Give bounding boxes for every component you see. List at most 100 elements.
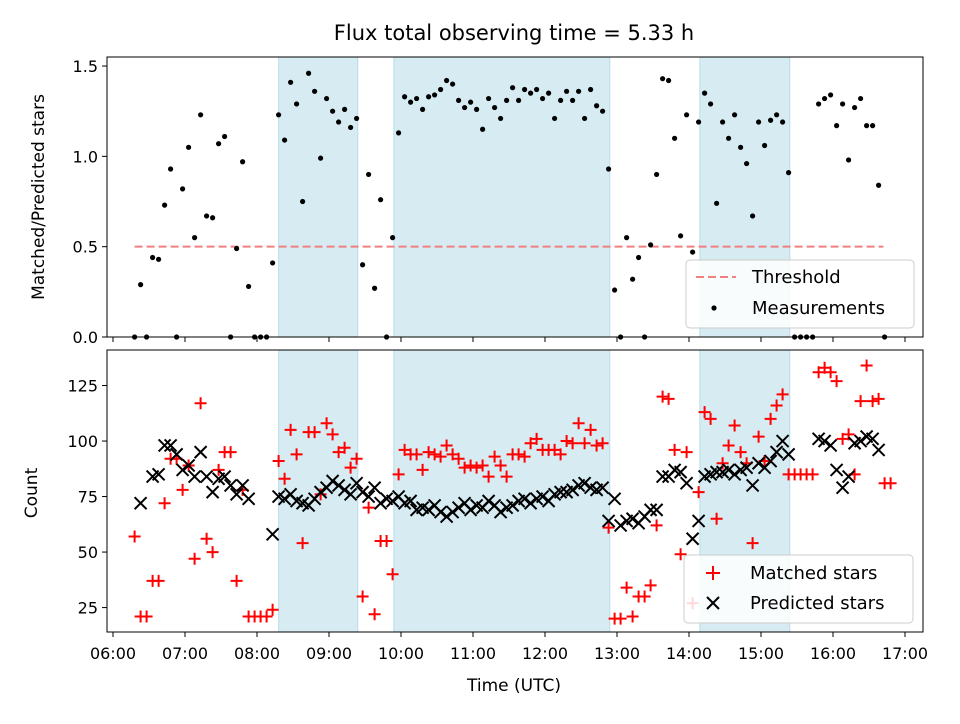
matched-star-point bbox=[380, 534, 393, 547]
y-tick-label: 125 bbox=[67, 377, 98, 396]
measurement-point bbox=[462, 104, 468, 111]
matched-star-point bbox=[470, 461, 483, 474]
predicted-star-point bbox=[361, 489, 376, 504]
measurement-point bbox=[516, 97, 522, 103]
matched-star-point bbox=[830, 375, 843, 388]
predicted-star-point bbox=[157, 438, 172, 453]
predicted-star-point bbox=[169, 447, 184, 462]
predicted-star-point bbox=[751, 456, 766, 470]
predicted-star-point bbox=[421, 503, 436, 517]
measurement-point bbox=[300, 198, 306, 205]
measurement-point bbox=[534, 86, 540, 93]
measurement-point bbox=[852, 104, 858, 111]
measurement-point bbox=[864, 123, 870, 129]
matched-star-point bbox=[260, 610, 273, 623]
predicted-star-point bbox=[181, 458, 196, 473]
matched-star-point bbox=[200, 532, 213, 545]
matched-star-point bbox=[596, 437, 609, 450]
measurement-point bbox=[444, 77, 450, 84]
measurement-point bbox=[816, 101, 822, 107]
measurement-point bbox=[744, 160, 750, 167]
measurement-point bbox=[648, 242, 654, 248]
matched-star-point bbox=[188, 552, 201, 565]
matched-star-point bbox=[278, 472, 291, 485]
x-tick-label: 14:00 bbox=[666, 644, 712, 663]
predicted-star-point bbox=[565, 483, 580, 497]
measurement-point bbox=[870, 123, 876, 129]
measurement-point bbox=[636, 254, 642, 261]
predicted-star-point bbox=[601, 514, 616, 528]
matched-star-point bbox=[620, 581, 633, 594]
measurement-point bbox=[342, 106, 348, 112]
measurement-point bbox=[780, 119, 786, 125]
matched-star-point bbox=[272, 455, 285, 468]
predicted-star-point bbox=[205, 485, 220, 499]
matched-star-point bbox=[482, 470, 495, 483]
measurement-point bbox=[480, 126, 486, 132]
observing-window bbox=[393, 56, 611, 338]
measurement-point bbox=[360, 262, 366, 268]
predicted-star-point bbox=[187, 469, 202, 484]
measurement-point bbox=[288, 79, 294, 85]
measurement-point bbox=[498, 115, 504, 122]
predicted-star-point bbox=[673, 465, 688, 479]
measurement-point bbox=[708, 101, 714, 107]
measurement-point bbox=[822, 95, 828, 102]
measurement-point bbox=[702, 90, 708, 96]
measurement-point bbox=[492, 104, 498, 111]
matched-star-point bbox=[308, 426, 321, 439]
measurement-point bbox=[180, 186, 186, 192]
matched-star-point bbox=[584, 423, 597, 436]
predicted-star-point bbox=[517, 492, 532, 506]
predicted-star-point bbox=[613, 518, 628, 533]
y-tick-label: 1.0 bbox=[73, 147, 98, 166]
ratio-panel: 0.0 0.5 1.0 1.5 Matched/Predicted stars Thr… bbox=[29, 56, 924, 347]
matched-star-point bbox=[674, 548, 687, 561]
matched-star-point bbox=[770, 399, 783, 412]
predicted-star-point bbox=[349, 476, 364, 490]
matched-star-point bbox=[296, 537, 309, 550]
measurement-point bbox=[198, 112, 204, 118]
matched-star-point bbox=[338, 441, 351, 454]
predicted-star-point bbox=[505, 498, 520, 513]
measurement-point bbox=[564, 88, 570, 94]
ratio-legend: Threshold Measurements bbox=[685, 259, 915, 329]
matched-star-point bbox=[698, 406, 711, 419]
matched-star-point bbox=[416, 463, 429, 476]
measurement-point bbox=[522, 86, 528, 93]
measurement-point bbox=[774, 112, 780, 118]
predicted-star-point bbox=[709, 465, 724, 479]
matched-star-point bbox=[734, 446, 747, 459]
x-tick-label: 07:00 bbox=[162, 644, 208, 663]
measurement-point bbox=[540, 95, 546, 102]
y-tick-label: 75 bbox=[78, 488, 98, 507]
y-tick-label: 1.5 bbox=[73, 57, 98, 76]
matched-star-point bbox=[752, 430, 765, 443]
measurement-point bbox=[570, 97, 576, 103]
predicted-star-point bbox=[775, 434, 790, 448]
matched-star-point bbox=[434, 450, 447, 463]
measurement-point bbox=[330, 108, 336, 114]
measurement-point bbox=[162, 202, 168, 208]
predicted-star-point bbox=[445, 505, 460, 519]
predicted-star-point bbox=[595, 480, 610, 495]
matched-star-point bbox=[140, 610, 153, 623]
measurement-point bbox=[666, 77, 672, 84]
matched-star-point bbox=[728, 419, 741, 432]
count-panel-frame bbox=[106, 349, 924, 633]
matched-star-point bbox=[566, 437, 579, 450]
measurement-point bbox=[336, 119, 342, 125]
predicted-star-point bbox=[721, 463, 736, 477]
predicted-star-point bbox=[235, 478, 250, 493]
ratio-y-label: Matched/Predicted stars bbox=[29, 94, 49, 300]
measurement-point bbox=[186, 144, 192, 150]
matched-star-point bbox=[590, 439, 603, 452]
matched-star-point bbox=[860, 359, 873, 372]
matched-star-point bbox=[866, 395, 879, 408]
matched-star-point bbox=[692, 486, 705, 499]
measurement-point bbox=[660, 76, 666, 82]
measurement-point bbox=[696, 119, 702, 125]
predicted-star-point bbox=[841, 469, 856, 484]
measurement-point bbox=[762, 142, 768, 149]
matched-star-point bbox=[314, 488, 327, 501]
